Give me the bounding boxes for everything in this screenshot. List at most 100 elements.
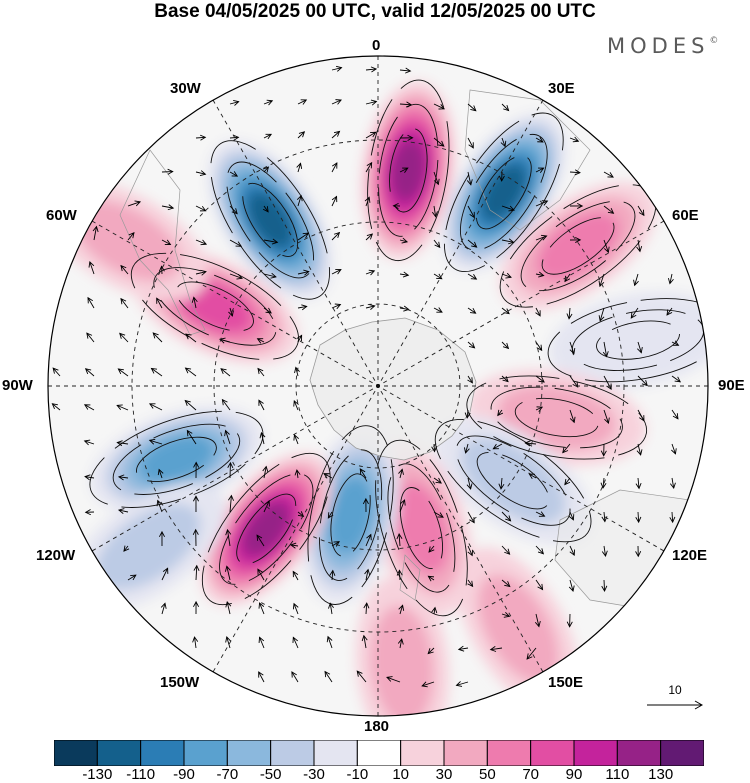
wind-vector	[152, 332, 163, 343]
wind-vector	[602, 341, 609, 358]
wind-vector	[526, 647, 537, 660]
wind-vector	[158, 265, 165, 275]
lon-label-90w: 90W	[2, 377, 33, 394]
anomaly-contour	[242, 502, 290, 556]
lon-label-180: 180	[364, 718, 390, 735]
wind-vector	[262, 205, 269, 213]
wind-vector	[324, 670, 333, 683]
wind-vector	[433, 477, 442, 484]
streamline	[136, 436, 217, 483]
wind-vector	[498, 477, 505, 490]
wind-vector	[671, 409, 679, 420]
wind-vector	[116, 404, 129, 411]
wind-vector	[186, 429, 197, 445]
streamline	[475, 155, 532, 230]
wind-vector	[297, 232, 310, 241]
wind-vector	[258, 602, 265, 615]
lon-label-60w: 60W	[46, 207, 77, 224]
wind-vector	[191, 296, 198, 309]
wind-vector	[184, 367, 197, 377]
wind-vector	[195, 170, 207, 177]
anomaly-contour	[537, 212, 619, 280]
wind-vector	[501, 238, 515, 245]
lon-label-30e: 30E	[548, 80, 575, 97]
wind-vector	[224, 565, 231, 581]
wind-vector	[123, 545, 130, 552]
wind-vector	[88, 261, 95, 275]
wind-vector	[225, 636, 231, 649]
wind-vector	[637, 205, 645, 217]
wind-vector	[263, 307, 272, 314]
wind-vector	[331, 195, 338, 207]
wind-vector	[467, 205, 475, 219]
wind-vector	[150, 367, 163, 377]
anomaly-contour	[393, 482, 449, 574]
wind-vector	[294, 469, 301, 479]
streamline	[490, 386, 623, 449]
wind-vector	[564, 477, 571, 486]
wind-vector	[399, 67, 412, 74]
wind-vector	[433, 239, 441, 249]
wind-vector	[636, 239, 643, 253]
colorbar-swatch	[226, 740, 272, 766]
wind-vector	[501, 612, 511, 618]
wind-vector	[535, 307, 541, 317]
wind-vector	[433, 511, 444, 518]
wind-vector	[501, 341, 510, 350]
wind-vector	[635, 511, 642, 524]
wind-vectors	[51, 65, 682, 688]
streamline	[547, 298, 708, 383]
wind-vector	[535, 341, 543, 352]
wind-vector	[569, 375, 579, 388]
colorbar-tick-label: -90	[173, 766, 195, 783]
lon-label-30w: 30W	[170, 80, 201, 97]
wind-vector	[569, 169, 581, 176]
wind-vector	[326, 635, 333, 649]
wind-vector	[327, 511, 334, 519]
streamline	[476, 451, 550, 510]
wind-vector	[292, 636, 299, 649]
streamline	[375, 439, 468, 617]
wind-vector	[297, 269, 310, 276]
wind-vector	[492, 443, 503, 450]
streamline	[378, 103, 439, 237]
wind-vector	[633, 273, 639, 287]
polar-map	[47, 55, 709, 717]
wind-vector	[365, 269, 376, 276]
streamline	[596, 320, 680, 360]
wind-vector	[161, 204, 175, 211]
wind-vector	[427, 575, 435, 582]
colorbar-swatch	[313, 740, 358, 766]
wind-vector	[467, 579, 474, 588]
colorbar-tick-label: -50	[259, 766, 282, 783]
wind-vector	[263, 99, 274, 106]
wind-vector	[184, 399, 197, 411]
anomaly-field	[48, 80, 708, 716]
wind-vector	[524, 440, 537, 447]
wind-vector	[467, 137, 474, 149]
wind-vector	[263, 133, 273, 140]
wind-vector	[365, 533, 372, 547]
wind-vector	[228, 307, 234, 317]
brand-mark: ©	[709, 36, 719, 46]
wind-vector	[566, 307, 573, 320]
anomaly-contour	[247, 192, 293, 248]
colorbar-swatch	[270, 740, 315, 766]
wind-vector	[258, 671, 265, 683]
wind-vector	[292, 570, 299, 581]
wind-vector	[193, 564, 200, 581]
wind-vector	[467, 375, 473, 384]
wind-vector	[293, 400, 299, 411]
lon-label-120e: 120E	[672, 547, 708, 564]
streamline	[153, 267, 277, 346]
streamline	[175, 281, 254, 332]
wind-vector	[229, 273, 243, 280]
wind-vector	[185, 333, 197, 343]
wind-vector	[671, 375, 682, 383]
wind-vector	[365, 66, 378, 73]
wind-vector	[221, 398, 231, 411]
wind-vector	[84, 509, 95, 516]
wind-vector	[117, 474, 129, 481]
wind-vector	[229, 205, 238, 215]
wind-vector	[292, 602, 299, 615]
